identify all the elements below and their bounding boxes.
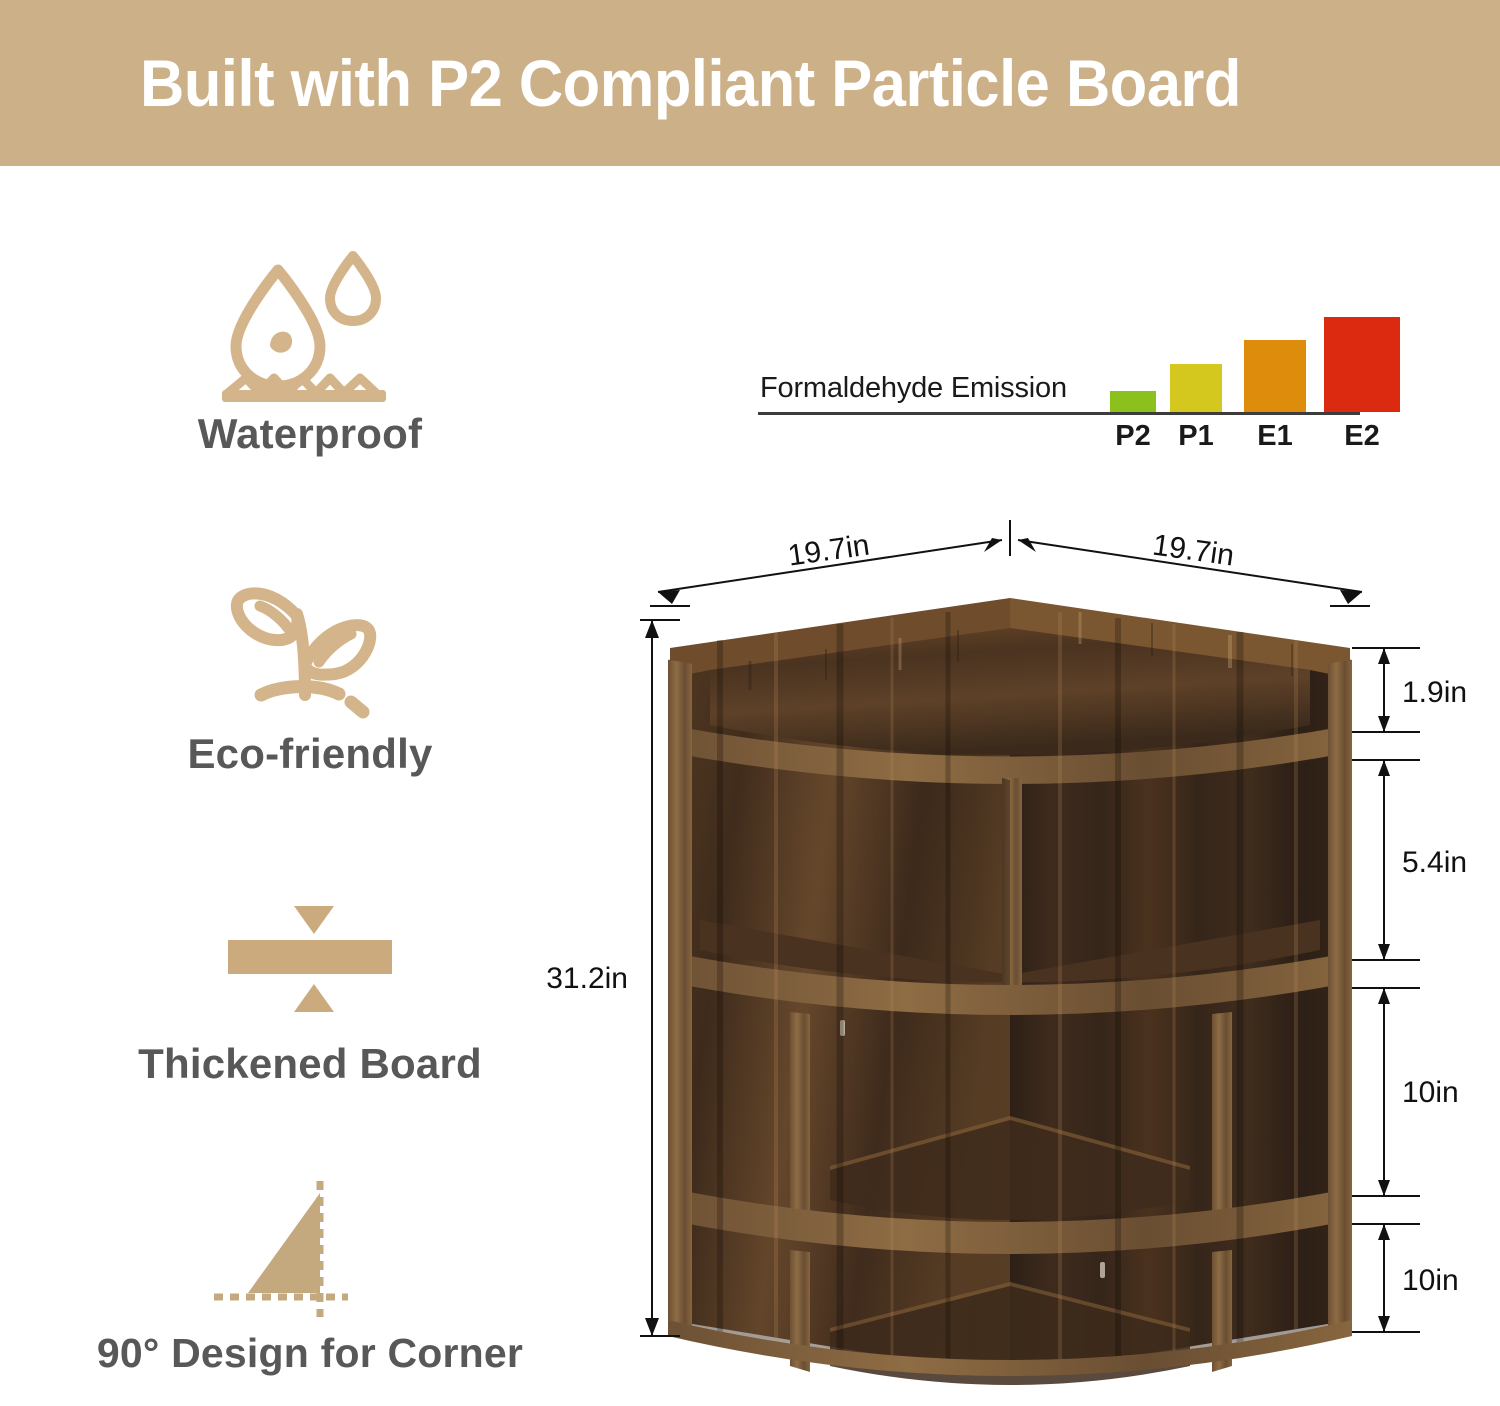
tier-1 <box>700 778 1320 988</box>
feature-label: Eco-friendly <box>187 730 433 777</box>
shelf-edge-2 <box>668 952 1352 1015</box>
left-side-edge <box>668 660 692 1330</box>
chart-bar-p2 <box>1110 391 1156 412</box>
page-title: Built with P2 Compliant Particle Board <box>140 46 1241 120</box>
dim-top-left-width: 19.7in <box>786 529 872 573</box>
feature-label: 90° Design for Corner <box>96 1330 524 1376</box>
feature-item-eco-friendly: Eco-friendly <box>0 570 620 778</box>
feature-label: Thickened Board <box>138 1040 482 1087</box>
chart-title: Formaldehyde Emission <box>760 372 1067 404</box>
tier-2-divider-right <box>1212 1012 1232 1220</box>
right-angle-corner-icon <box>0 1170 620 1330</box>
top-back-rail-left <box>670 598 1010 678</box>
bottom-edge <box>668 1320 1352 1376</box>
top-back-rail-right <box>1010 598 1350 678</box>
dim-tier-three: 10in <box>1402 1264 1459 1297</box>
corner-shelf-illustration: 19.7in 19.7in 31.2in 1.9in 5.4in 10in 10… <box>546 520 1467 1385</box>
chart-tick-p1: P1 <box>1178 420 1214 452</box>
feature-label: Waterproof <box>197 410 423 457</box>
chart-baseline <box>758 412 1360 415</box>
shelf-edge-3 <box>668 1188 1352 1254</box>
feature-item-corner-design: 90° Design for Corner <box>0 1170 620 1377</box>
chart-tick-e1: E1 <box>1257 420 1293 452</box>
tier-1-floor <box>700 920 1320 983</box>
right-side-edge <box>1328 660 1352 1330</box>
header-banner: Built with P2 Compliant Particle Board <box>0 0 1500 166</box>
dim-top-right-width: 19.7in <box>1151 529 1237 573</box>
shelf-pin <box>840 1020 845 1036</box>
feature-item-thickened-board: Thickened Board <box>0 880 620 1088</box>
chart-bar-e2 <box>1324 317 1400 412</box>
shelf-edge-1 <box>668 725 1352 784</box>
product-dimension-diagram: 19.7in 19.7in 31.2in 1.9in 5.4in 10in 10… <box>540 520 1500 1400</box>
tier-3-divider-left <box>790 1250 810 1372</box>
dim-ledge: 1.9in <box>1402 676 1467 709</box>
shelf-body <box>668 598 1352 1385</box>
dim-tier-two: 10in <box>1402 1076 1459 1109</box>
tier-3-divider-right <box>1212 1250 1232 1372</box>
chart-bar-p1 <box>1170 364 1222 412</box>
chart-bar-e1 <box>1244 340 1306 412</box>
sprout-icon <box>0 570 620 730</box>
dimension-arrowheads <box>645 538 1390 1336</box>
top-shelf-surface <box>710 628 1310 755</box>
tier-2 <box>790 1012 1232 1220</box>
board-thickness-icon <box>0 880 620 1040</box>
chart-tick-e2: E2 <box>1344 420 1380 452</box>
shelf-pin-lower <box>1100 1262 1105 1278</box>
dim-tier-one: 5.4in <box>1402 846 1467 879</box>
chart-tick-p2: P2 <box>1115 420 1151 452</box>
water-drop-icon <box>0 250 620 410</box>
tier-2-divider-left <box>790 1012 810 1220</box>
rail-grain <box>748 612 1293 690</box>
formaldehyde-emission-chart: Formaldehyde Emission P2 P1 E1 E2 <box>758 300 1400 465</box>
feature-item-waterproof: Waterproof <box>0 250 620 458</box>
dim-total-height: 31.2in <box>546 962 628 995</box>
wood-grain-overlay <box>717 612 1298 1360</box>
dimension-lines <box>640 520 1420 1337</box>
